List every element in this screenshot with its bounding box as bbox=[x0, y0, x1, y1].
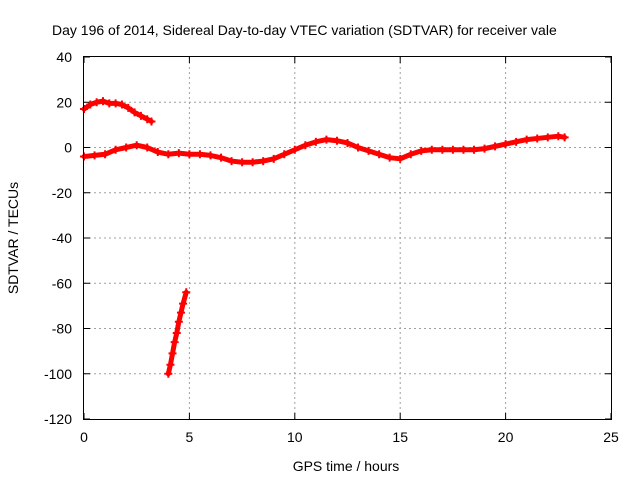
x-tick-label: 10 bbox=[287, 429, 303, 445]
data-point bbox=[427, 145, 436, 154]
data-points bbox=[80, 97, 569, 378]
x-tick-label: 5 bbox=[186, 429, 194, 445]
y-tick-label: 0 bbox=[64, 140, 72, 156]
y-tick-label: 40 bbox=[56, 49, 72, 65]
data-point bbox=[170, 338, 179, 347]
data-point bbox=[491, 142, 500, 151]
data-point bbox=[459, 145, 468, 154]
data-point bbox=[480, 144, 489, 153]
data-point bbox=[166, 360, 175, 369]
data-point bbox=[343, 138, 352, 147]
data-point bbox=[122, 143, 131, 152]
data-point bbox=[179, 299, 188, 308]
data-point bbox=[143, 143, 152, 152]
data-point bbox=[290, 145, 299, 154]
data-point bbox=[448, 145, 457, 154]
data-point bbox=[354, 143, 363, 152]
x-tick-label: 20 bbox=[498, 429, 514, 445]
data-point bbox=[238, 158, 247, 167]
data-point bbox=[385, 153, 394, 162]
series-upper-arc bbox=[80, 97, 156, 126]
data-point bbox=[438, 145, 447, 154]
data-point bbox=[512, 137, 521, 146]
data-point bbox=[90, 151, 99, 160]
data-point bbox=[364, 146, 373, 155]
y-tick-label: -40 bbox=[52, 230, 72, 246]
data-point bbox=[311, 137, 320, 146]
data-point bbox=[132, 141, 141, 150]
data-point bbox=[174, 149, 183, 158]
data-point bbox=[124, 103, 133, 112]
data-point bbox=[92, 98, 101, 107]
data-point bbox=[206, 151, 215, 160]
data-point bbox=[86, 100, 95, 109]
data-point bbox=[98, 97, 107, 106]
data-point bbox=[147, 117, 156, 126]
data-point bbox=[501, 140, 510, 149]
data-point bbox=[217, 153, 226, 162]
data-point bbox=[259, 157, 268, 166]
data-point bbox=[164, 150, 173, 159]
data-point bbox=[111, 145, 120, 154]
y-tick-label: -20 bbox=[52, 185, 72, 201]
x-tick-label: 25 bbox=[603, 429, 619, 445]
data-point bbox=[375, 150, 384, 159]
chart-title: Day 196 of 2014, Sidereal Day-to-day VTE… bbox=[52, 22, 557, 38]
data-point bbox=[136, 111, 145, 120]
data-point bbox=[248, 158, 257, 167]
data-point bbox=[176, 308, 185, 317]
grid bbox=[83, 56, 612, 420]
data-point bbox=[396, 154, 405, 163]
data-point bbox=[101, 150, 110, 159]
y-axis-label: SDTVAR / TECUs bbox=[5, 182, 21, 294]
data-point bbox=[469, 145, 478, 154]
data-point bbox=[301, 141, 310, 150]
data-point bbox=[522, 135, 531, 144]
data-point bbox=[168, 349, 177, 358]
x-tick-label: 15 bbox=[392, 429, 408, 445]
data-point bbox=[182, 288, 191, 297]
data-point bbox=[417, 146, 426, 155]
data-point bbox=[406, 150, 415, 159]
y-tick-label: -60 bbox=[52, 275, 72, 291]
data-point bbox=[185, 150, 194, 159]
x-tick-labels: 0 5 10 15 20 25 bbox=[80, 429, 619, 445]
y-tick-label: 20 bbox=[56, 94, 72, 110]
x-axis-label: GPS time / hours bbox=[293, 458, 400, 474]
data-point bbox=[174, 317, 183, 326]
data-point bbox=[332, 136, 341, 145]
data-point bbox=[117, 100, 126, 109]
data-point bbox=[153, 148, 162, 157]
y-tick-label: -120 bbox=[44, 411, 72, 427]
plot-frame bbox=[83, 56, 612, 420]
x-tick-label: 0 bbox=[80, 429, 88, 445]
data-point bbox=[543, 133, 552, 142]
data-point bbox=[560, 133, 569, 142]
data-point bbox=[172, 329, 181, 338]
data-point bbox=[227, 157, 236, 166]
y-tick-label: -80 bbox=[52, 321, 72, 337]
data-point bbox=[322, 135, 331, 144]
series-main-track bbox=[80, 132, 569, 167]
series-steep-segment bbox=[164, 288, 191, 378]
data-point bbox=[143, 115, 152, 124]
data-point bbox=[554, 132, 563, 141]
data-point bbox=[195, 150, 204, 159]
y-tick-labels: -120 -100 -80 -60 -40 -20 0 20 40 bbox=[44, 49, 72, 427]
data-point bbox=[533, 134, 542, 143]
data-point bbox=[280, 150, 289, 159]
data-point bbox=[269, 154, 278, 163]
data-point bbox=[130, 108, 139, 117]
data-point bbox=[111, 99, 120, 108]
data-point bbox=[164, 369, 173, 378]
y-tick-label: -100 bbox=[44, 366, 72, 382]
